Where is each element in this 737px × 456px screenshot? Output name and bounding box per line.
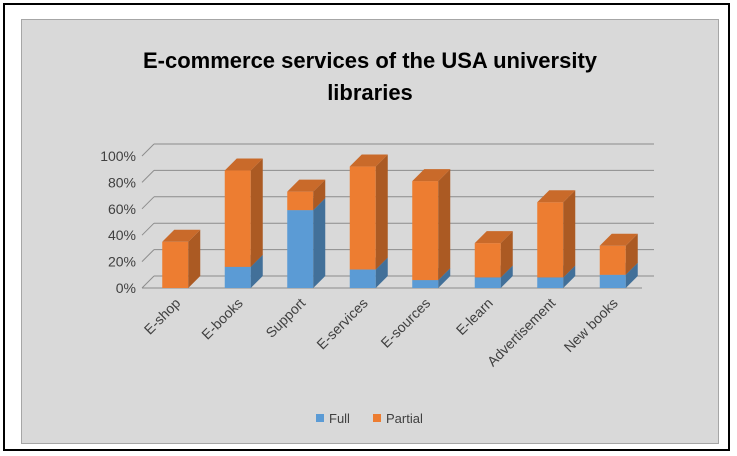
x-tick-label: E-services — [313, 295, 371, 353]
x-tick-label: E-sources — [377, 295, 433, 351]
bar-front — [287, 210, 314, 288]
bar-partial-7 — [599, 233, 638, 275]
bar-front — [349, 166, 376, 270]
bar-side — [500, 265, 513, 288]
bar-front — [537, 277, 564, 288]
x-tick-label: Support — [262, 295, 308, 341]
bar-side — [188, 229, 201, 288]
legend-swatch-full — [316, 414, 324, 422]
bar-top — [412, 169, 451, 182]
bar-top — [474, 231, 513, 244]
y-tick-label: 100% — [100, 148, 136, 164]
bar-side — [625, 233, 638, 275]
y-tick-label: 80% — [108, 174, 136, 190]
bar-side — [375, 154, 388, 270]
bar-side — [438, 169, 451, 281]
gridline-depth — [141, 222, 155, 236]
bar-front — [224, 266, 251, 288]
bar-partial-6 — [537, 190, 576, 278]
bar-top — [162, 229, 201, 242]
bar-side — [250, 254, 263, 288]
bar-front — [599, 245, 626, 275]
legend-label-partial: Partial — [386, 411, 423, 426]
bar-front — [224, 170, 251, 267]
bar-side — [438, 268, 451, 288]
y-tick-label: 40% — [108, 227, 136, 243]
bar-top — [224, 158, 263, 171]
x-tick-label: E-learn — [453, 295, 496, 338]
x-tick-label: New books — [561, 295, 621, 355]
bar-front — [287, 191, 314, 211]
bar-top — [287, 179, 326, 192]
y-axis: 0% 20% 40% 60% 80% 100% — [100, 148, 136, 296]
bar-top — [599, 233, 638, 246]
bar-top — [349, 154, 388, 167]
x-tick-label: E-shop — [141, 295, 184, 338]
chart-area: E-commerce services of the USA universit… — [21, 19, 719, 444]
bar-front — [412, 280, 439, 288]
bar-front — [599, 274, 626, 288]
bar-front — [412, 181, 439, 281]
bar-side — [625, 262, 638, 288]
bar-side — [563, 265, 576, 288]
bar-front — [474, 243, 501, 278]
bar-partial-0 — [162, 229, 201, 288]
y-tick-label: 20% — [108, 254, 136, 270]
y-tick-label: 60% — [108, 201, 136, 217]
legend-label-full: Full — [329, 411, 350, 426]
bar-partial-1 — [224, 158, 263, 267]
bar-top — [537, 190, 576, 203]
legend: Full Partial — [316, 411, 423, 426]
x-axis: E-shop E-books Support E-services E-sources E… — [141, 295, 621, 370]
figure-frame: E-commerce services of the USA universit… — [3, 3, 730, 451]
bar-front — [162, 241, 189, 288]
bar-front — [537, 202, 564, 278]
legend-swatch-partial — [373, 414, 381, 422]
chart-title-line-1: E-commerce services of the USA universit… — [143, 48, 598, 73]
chart-title-line-2: libraries — [327, 80, 413, 105]
bar-partial-5 — [474, 231, 513, 278]
gridline-depth — [141, 170, 155, 183]
bar-partial-3 — [349, 154, 388, 270]
bar-full-2 — [287, 198, 326, 288]
gridlines — [141, 143, 654, 289]
gridline-depth — [141, 249, 155, 262]
bar-partial-2 — [287, 179, 326, 211]
bar-side — [313, 198, 326, 288]
gridline-depth — [141, 275, 155, 289]
bar-side — [500, 231, 513, 278]
gridline-depth — [141, 143, 155, 157]
bar-front — [474, 277, 501, 288]
bar-side — [250, 158, 263, 267]
bar-side — [563, 190, 576, 278]
bar-side — [375, 257, 388, 288]
bars — [162, 154, 638, 288]
bar-side — [313, 179, 326, 211]
stacked-bar-chart: E-commerce services of the USA universit… — [100, 48, 654, 426]
bar-partial-4 — [412, 169, 451, 281]
y-tick-label: 0% — [116, 280, 136, 296]
x-tick-label: E-books — [198, 295, 246, 343]
bar-front — [349, 269, 376, 288]
gridline-depth — [141, 196, 155, 210]
